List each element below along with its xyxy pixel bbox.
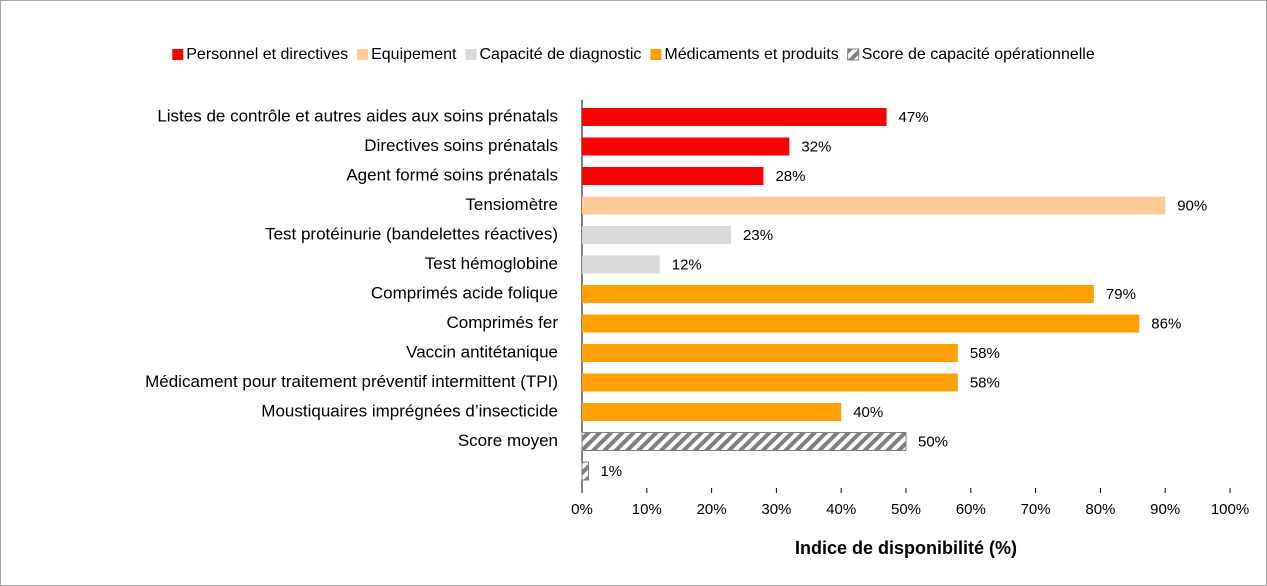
category-label: Tensiomètre — [465, 195, 558, 214]
value-label: 47% — [899, 109, 929, 126]
x-tick-label: 10% — [632, 501, 662, 518]
bar — [582, 137, 790, 156]
legend-label: Personnel et directives — [186, 46, 348, 63]
legend-label: Equipement — [371, 46, 457, 63]
x-tick-label: 0% — [571, 501, 593, 518]
bar — [582, 167, 764, 185]
x-tick-label: 80% — [1085, 501, 1115, 518]
bar — [582, 344, 958, 362]
value-label: 90% — [1177, 197, 1207, 214]
bar — [582, 403, 842, 421]
category-label: Comprimés fer — [447, 313, 559, 332]
legend-label: Médicaments et produits — [664, 46, 838, 63]
bar — [582, 255, 660, 274]
value-label: 12% — [672, 256, 702, 273]
category-label: Directives soins prénatals — [364, 136, 558, 155]
legend-swatch — [650, 49, 662, 60]
category-label: Test hémoglobine — [425, 254, 558, 273]
x-tick-label: 60% — [956, 501, 986, 518]
x-axis-title: Indice de disponibilité (%) — [795, 538, 1017, 558]
value-label: 32% — [801, 138, 831, 155]
legend: Personnel et directives Equipement Capacit… — [172, 46, 1095, 63]
x-tick-label: 90% — [1150, 501, 1180, 518]
bar — [582, 196, 1166, 215]
bar — [582, 285, 1094, 303]
bar — [582, 226, 732, 244]
value-label: 58% — [970, 345, 1000, 362]
value-label: 50% — [918, 433, 948, 450]
legend-swatch — [357, 49, 369, 60]
x-tick-label: 70% — [1021, 501, 1051, 518]
category-label: Test protéinurie (bandelettes réactives) — [265, 224, 558, 243]
x-tick-label: 40% — [826, 501, 856, 518]
category-label: Agent formé soins prénatals — [346, 165, 558, 184]
value-label: 23% — [743, 227, 773, 244]
value-label: 86% — [1151, 315, 1181, 332]
bar — [581, 432, 907, 451]
bar — [582, 314, 1140, 333]
legend-label: Capacité de diagnostic — [480, 46, 642, 63]
value-label: 40% — [853, 404, 883, 421]
category-label: Listes de contrôle et autres aides aux s… — [157, 106, 558, 125]
x-tick-label: 20% — [697, 501, 727, 518]
x-tick-label: 50% — [891, 501, 921, 518]
legend-swatch — [465, 49, 477, 60]
value-label: 1% — [600, 463, 622, 480]
value-label: 58% — [970, 374, 1000, 391]
bar — [581, 461, 589, 481]
legend-label: Score de capacité opérationnelle — [862, 46, 1095, 63]
bar — [582, 373, 958, 392]
category-label: Moustiquaires imprégnées d’insecticide — [261, 401, 558, 420]
category-label: Médicament pour traitement préventif int… — [145, 372, 558, 391]
legend-swatch — [172, 49, 184, 60]
bar — [582, 108, 887, 126]
value-label: 79% — [1106, 286, 1136, 303]
category-label: Score moyen — [458, 431, 558, 450]
legend-swatch — [847, 48, 860, 61]
x-tick-label: 100% — [1211, 501, 1249, 518]
category-label: Vaccin antitétanique — [406, 342, 558, 361]
value-label: 28% — [775, 168, 805, 185]
category-label: Comprimés acide folique — [371, 283, 558, 302]
x-tick-label: 30% — [761, 501, 791, 518]
